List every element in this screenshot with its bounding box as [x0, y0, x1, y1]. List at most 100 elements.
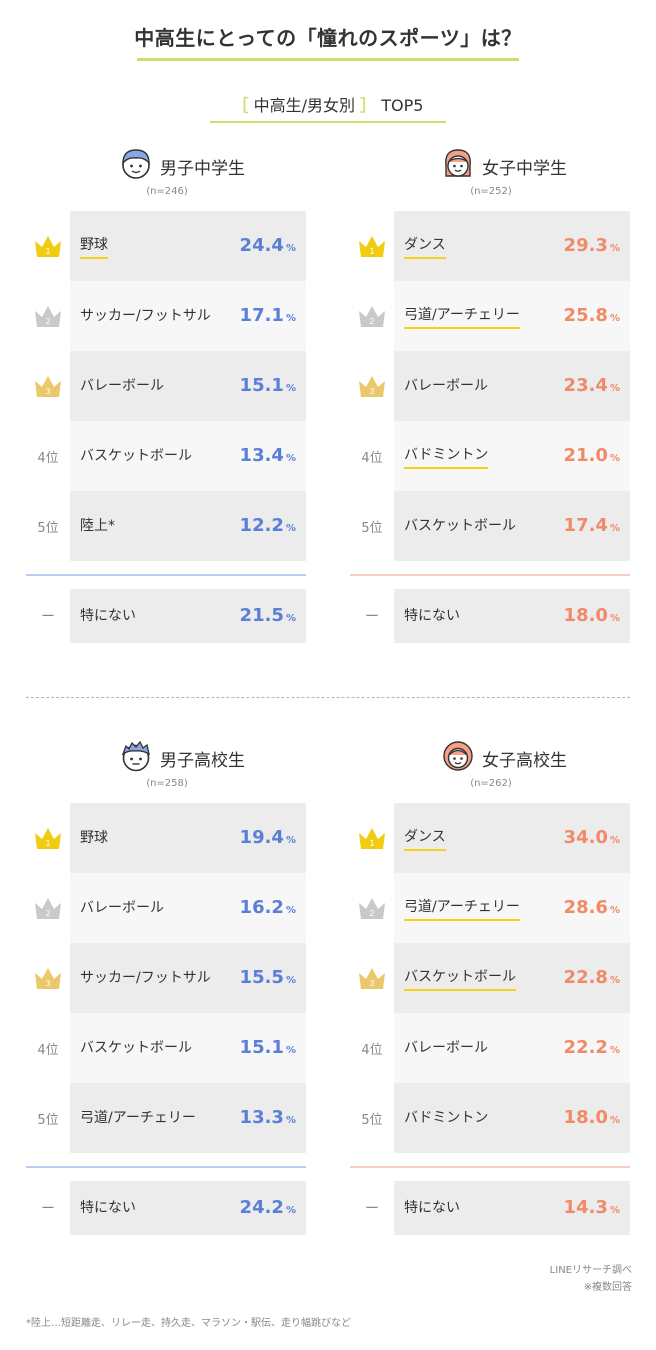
sample-size: (n=258): [146, 778, 188, 789]
percentage-value: 17.1%: [240, 305, 296, 326]
table-row: 3 バスケットボール 22.8%: [350, 943, 632, 1013]
page-title: 中高生にとっての「憧れのスポーツ」は？: [134, 26, 522, 50]
table-row: 1 野球 19.4%: [26, 803, 308, 873]
percentage-value: 13.3%: [240, 1107, 296, 1128]
value-number: 21.0: [563, 445, 608, 466]
value-number: 28.6: [563, 897, 608, 918]
panel-boys-high: 男子高校生 (n=258) 1 野球 19.4% 2 バレーボール 16.2% 3 サッカー/…: [26, 738, 308, 1235]
sport-label: サッカー/フットサル: [80, 307, 211, 324]
rank-badge: 2: [350, 281, 394, 351]
value-number: 12.2: [239, 515, 284, 536]
rank-badge: 1: [350, 803, 394, 873]
rank-badge: 2: [26, 281, 70, 351]
percentage-value: 23.4%: [564, 375, 620, 396]
crown-shape: [35, 968, 61, 989]
rank-badge: ー: [350, 589, 394, 643]
rank-badge: 2: [26, 873, 70, 943]
ranking-list: 1 野球 24.4% 2 サッカー/フットサル 17.1% 3 バレーボール 15.1% 4位 バス…: [26, 211, 308, 643]
crown-shape: [359, 828, 385, 849]
row-content: ダンス 34.0%: [394, 803, 630, 873]
percent-sign: %: [285, 453, 296, 464]
none-row: ー 特にない 24.2%: [26, 1181, 308, 1235]
girl-avatar-icon: [445, 149, 471, 177]
rank-badge: 5位: [350, 1083, 394, 1153]
sport-label: バスケットボール: [80, 1039, 192, 1056]
crown-shape: [359, 306, 385, 327]
rank-badge: 3: [26, 351, 70, 421]
rank-label: 4位: [361, 450, 383, 466]
rank-label: 4位: [37, 1042, 59, 1058]
rank-label: 5位: [37, 520, 59, 536]
percentage-value: 34.0%: [564, 827, 620, 848]
percent-sign: %: [609, 243, 620, 254]
silver-crown-icon: 2: [35, 898, 61, 919]
sport-label: バレーボール: [80, 377, 164, 394]
silver-crown-icon: 2: [359, 306, 385, 327]
crown-shape: [35, 376, 61, 397]
crown-rank-number: 1: [369, 839, 374, 848]
boy-avatar-icon: [121, 740, 150, 772]
percentage-value: 22.2%: [564, 1037, 620, 1058]
rank-badge: 4位: [26, 421, 70, 491]
percentage-value: 17.4%: [564, 515, 620, 536]
rank-badge: 5位: [350, 491, 394, 561]
dash-label: ー: [365, 1201, 379, 1217]
percent-sign: %: [285, 975, 296, 986]
none-label: 特にない: [404, 1199, 460, 1216]
percentage-value: 29.3%: [564, 235, 620, 256]
percentage-value: 15.1%: [240, 375, 296, 396]
table-row: 3 バレーボール 23.4%: [350, 351, 632, 421]
panel-girls-high: 女子高校生 (n=262) 1 ダンス 34.0% 2 弓道/アーチェリー 28.6% 3 バ…: [350, 738, 632, 1235]
ranking-list: 1 ダンス 29.3% 2 弓道/アーチェリー 25.8% 3 バレーボール 23.4% 4位 バド…: [350, 211, 632, 643]
sport-label: 野球: [80, 234, 108, 259]
none-row: ー 特にない 14.3%: [350, 1181, 632, 1235]
ranking-list: 1 野球 19.4% 2 バレーボール 16.2% 3 サッカー/フットサル 15.5% 4位 バス…: [26, 803, 308, 1235]
rank-label: 4位: [361, 1042, 383, 1058]
sport-label: サッカー/フットサル: [80, 969, 211, 986]
value-number: 24.2: [239, 1197, 284, 1218]
panel-header: 男子中学生 (n=246): [26, 146, 308, 211]
percent-sign: %: [285, 835, 296, 846]
rank-badge: 1: [26, 211, 70, 281]
crown-shape: [359, 898, 385, 919]
percent-sign: %: [285, 383, 296, 394]
percentage-value: 18.0%: [564, 605, 620, 626]
rank-badge: 4位: [350, 1013, 394, 1083]
table-row: 1 ダンス 29.3%: [350, 211, 632, 281]
value-number: 16.2: [239, 897, 284, 918]
girl-avatar-icon: [443, 741, 473, 771]
value-number: 19.4: [239, 827, 284, 848]
rank-badge: 3: [350, 351, 394, 421]
percent-sign: %: [609, 975, 620, 986]
none-label: 特にない: [404, 607, 460, 624]
value-number: 25.8: [563, 305, 608, 326]
multiple-answer-note: ※複数回答: [583, 1282, 632, 1293]
crown-rank-number: 1: [45, 839, 50, 848]
percent-sign: %: [609, 1115, 620, 1126]
rank-badge: 5位: [26, 491, 70, 561]
separator-line: [350, 1166, 630, 1168]
panel-boys-middle: 男子中学生 (n=246) 1 野球 24.4% 2 サッカー/フットサル 17.1% 3 バ…: [26, 146, 308, 643]
sport-label: バレーボール: [80, 899, 164, 916]
crown-rank-number: 3: [369, 387, 374, 396]
value-number: 22.8: [563, 967, 608, 988]
sport-label: バドミントン: [404, 444, 489, 469]
row-content: サッカー/フットサル 15.5%: [70, 943, 306, 1013]
row-content: 野球 24.4%: [70, 211, 306, 281]
crown-shape: [359, 236, 385, 257]
row-content: バドミントン 21.0%: [394, 421, 630, 491]
ranking-list: 1 ダンス 34.0% 2 弓道/アーチェリー 28.6% 3 バスケットボール 22.8% 4位…: [350, 803, 632, 1235]
rank-badge: 3: [26, 943, 70, 1013]
row-content: 特にない 24.2%: [70, 1181, 306, 1235]
percentage-value: 24.2%: [240, 1197, 296, 1218]
percentage-value: 21.5%: [240, 605, 296, 626]
row-content: バレーボール 23.4%: [394, 351, 630, 421]
row-content: バレーボール 22.2%: [394, 1013, 630, 1083]
value-number: 14.3: [563, 1197, 608, 1218]
percent-sign: %: [285, 613, 296, 624]
percentage-value: 14.3%: [564, 1197, 620, 1218]
boy-avatar-icon: [122, 149, 150, 179]
rank-badge: ー: [26, 1181, 70, 1235]
row-content: バスケットボール 17.4%: [394, 491, 630, 561]
percent-sign: %: [609, 523, 620, 534]
